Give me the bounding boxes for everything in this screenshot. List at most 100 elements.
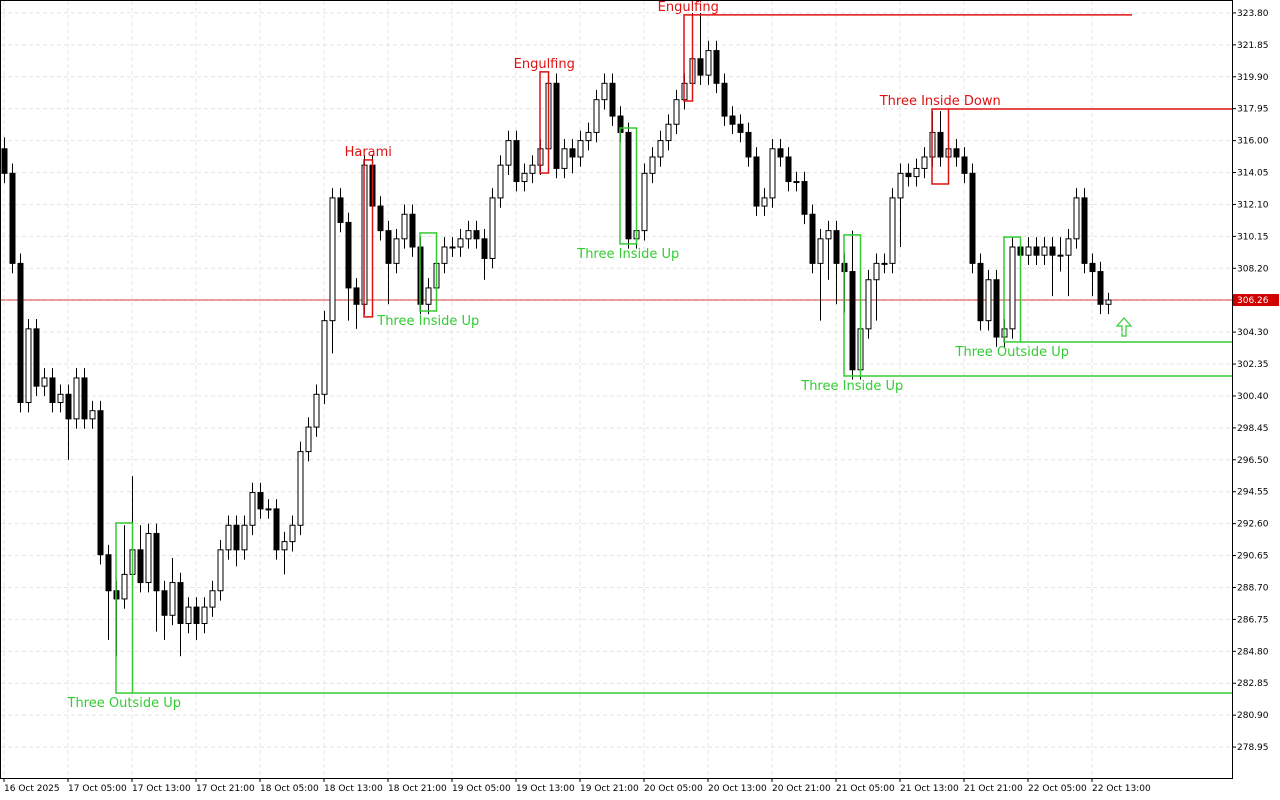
candle-body xyxy=(753,156,760,207)
candle-body xyxy=(201,606,208,624)
candle-body xyxy=(121,573,128,600)
y-tick-label: 316.00 xyxy=(1237,137,1269,147)
candle-body xyxy=(1041,246,1048,256)
candle-body xyxy=(209,590,216,608)
candle-body xyxy=(1065,238,1072,256)
y-tick-label: 286.75 xyxy=(1237,615,1269,625)
candle-body xyxy=(353,287,360,305)
y-tick-label: 282.85 xyxy=(1237,679,1269,689)
current-price-box xyxy=(1233,294,1279,307)
candle-body xyxy=(793,181,800,184)
candle-body xyxy=(105,554,112,592)
candle-body xyxy=(697,58,704,76)
x-tick-label: 21 Oct 21:00 xyxy=(964,784,1023,794)
candle-body xyxy=(881,262,888,265)
candle-body xyxy=(825,230,832,240)
candle-body xyxy=(337,197,344,223)
candle-body xyxy=(81,377,88,420)
x-tick-label: 20 Oct 21:00 xyxy=(772,784,831,794)
pattern-box xyxy=(363,159,374,318)
candle-body xyxy=(449,246,456,249)
candle-body xyxy=(393,238,400,264)
y-tick-label: 304.30 xyxy=(1237,328,1269,338)
pattern-box xyxy=(1003,236,1022,343)
candle-body xyxy=(41,377,48,387)
candle-body xyxy=(89,410,96,420)
candle-body xyxy=(953,148,960,158)
candle-body xyxy=(721,82,728,117)
pattern-box xyxy=(931,108,950,185)
candle-body xyxy=(897,172,904,199)
candle-body xyxy=(777,148,784,158)
candle-body xyxy=(305,426,312,453)
candle-body xyxy=(457,238,464,248)
candle-body xyxy=(217,549,224,592)
x-tick-label: 17 Oct 13:00 xyxy=(132,784,191,794)
x-tick-label: 22 Oct 05:00 xyxy=(1028,784,1087,794)
y-tick-label: 284.80 xyxy=(1237,647,1269,657)
y-tick-label: 298.45 xyxy=(1237,424,1269,434)
x-tick-label: 18 Oct 13:00 xyxy=(324,784,383,794)
x-tick-label: 16 Oct 2025 xyxy=(4,784,60,794)
candle-body xyxy=(377,205,384,232)
candle-body xyxy=(809,213,816,264)
candle-body xyxy=(625,131,632,240)
y-tick-label: 296.50 xyxy=(1237,456,1269,466)
y-tick-label: 321.85 xyxy=(1237,41,1269,51)
candle-body xyxy=(577,140,584,158)
y-tick-label: 314.05 xyxy=(1237,169,1269,179)
x-tick-label: 22 Oct 13:00 xyxy=(1092,784,1151,794)
candle-body xyxy=(281,541,288,551)
candle-body xyxy=(1,148,8,174)
plot-area xyxy=(0,0,1233,779)
candle-body xyxy=(1025,246,1032,256)
candle-body xyxy=(249,492,256,526)
candle-body xyxy=(1049,246,1056,256)
pattern-label: Engulfing xyxy=(514,57,575,72)
candle-body xyxy=(345,221,352,289)
candle-body xyxy=(561,148,568,169)
x-tick-label: 19 Oct 13:00 xyxy=(516,784,575,794)
candle-body xyxy=(601,82,608,101)
y-tick-label: 308.20 xyxy=(1237,264,1269,274)
candle-body xyxy=(57,393,64,404)
y-tick-label: 294.55 xyxy=(1237,488,1269,498)
y-tick-label: 312.10 xyxy=(1237,200,1269,210)
x-tick-label: 21 Oct 13:00 xyxy=(900,784,959,794)
candle-body xyxy=(713,50,720,84)
pattern-label: Three Inside Up xyxy=(800,379,903,394)
candle-body xyxy=(385,230,392,264)
candle-body xyxy=(505,140,512,166)
candle-body xyxy=(785,156,792,183)
y-tick-label: 288.70 xyxy=(1237,583,1269,593)
candle-body xyxy=(401,213,408,240)
candle-body xyxy=(153,532,160,592)
candle-body xyxy=(801,181,808,215)
candle-body xyxy=(569,148,576,158)
candle-body xyxy=(177,582,184,624)
candle-body xyxy=(321,320,328,395)
candle-body xyxy=(921,156,928,169)
candle-body xyxy=(465,230,472,240)
candle-body xyxy=(913,167,920,178)
candle-body xyxy=(225,524,232,551)
pattern-label: Three Inside Up xyxy=(376,314,479,329)
candle-body xyxy=(297,451,304,526)
candle-body xyxy=(849,271,856,371)
pattern-label: Harami xyxy=(345,145,392,160)
buy-arrow xyxy=(1115,317,1133,337)
candle-body xyxy=(145,532,152,584)
candle-body xyxy=(969,172,976,264)
candle-body xyxy=(273,508,280,551)
x-tick-label: 20 Oct 13:00 xyxy=(708,784,767,794)
y-tick-label: 290.65 xyxy=(1237,552,1269,562)
candle-body xyxy=(241,524,248,551)
candle-body xyxy=(169,582,176,616)
candle-body xyxy=(65,393,72,420)
candle-body xyxy=(289,524,296,543)
candle-body xyxy=(993,279,1000,338)
candle-body xyxy=(553,82,560,169)
candle-body xyxy=(529,164,536,174)
candle-body xyxy=(1089,262,1096,273)
candle-body xyxy=(609,82,616,117)
